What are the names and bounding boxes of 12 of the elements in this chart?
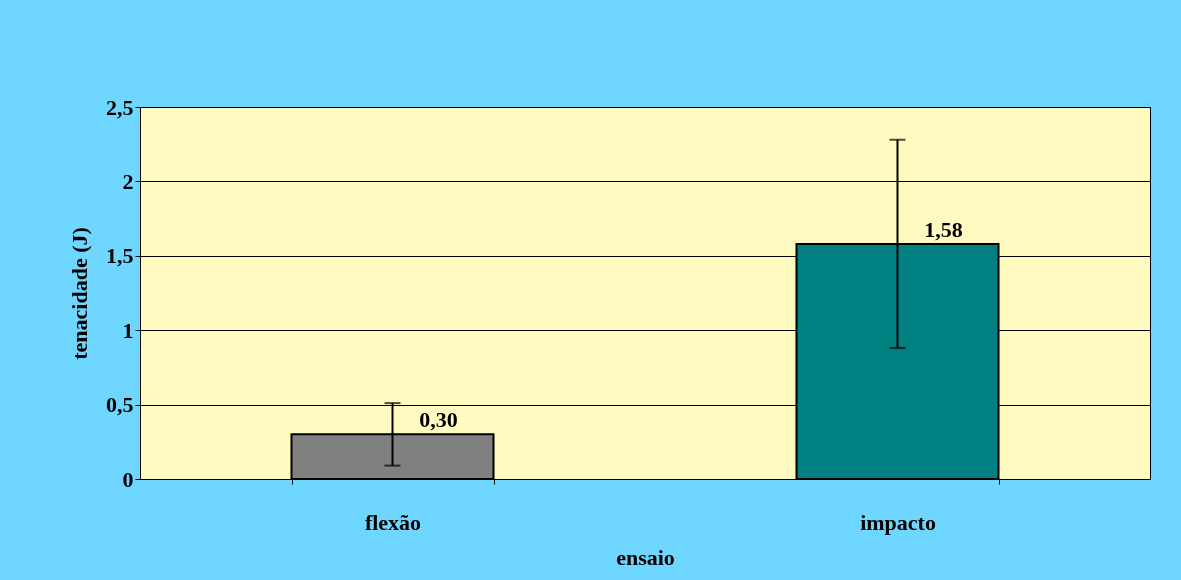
y-tick-label: 2,5 [106, 94, 134, 120]
x-tick-label: flexão [364, 509, 422, 535]
y-tick-label: 2 [122, 168, 134, 194]
data-label: 1,58 [924, 216, 963, 242]
y-axis-title: tenacidade (J) [67, 227, 92, 360]
y-tick-label: 1,5 [106, 243, 134, 269]
x-axis-title: ensaio [616, 544, 675, 570]
y-tick-label: 0,5 [106, 392, 134, 418]
y-tick-label: 1 [122, 317, 134, 343]
y-tick-label: 0 [122, 466, 134, 492]
data-label: 0,30 [419, 407, 458, 433]
x-tick-label: impacto [860, 509, 936, 535]
